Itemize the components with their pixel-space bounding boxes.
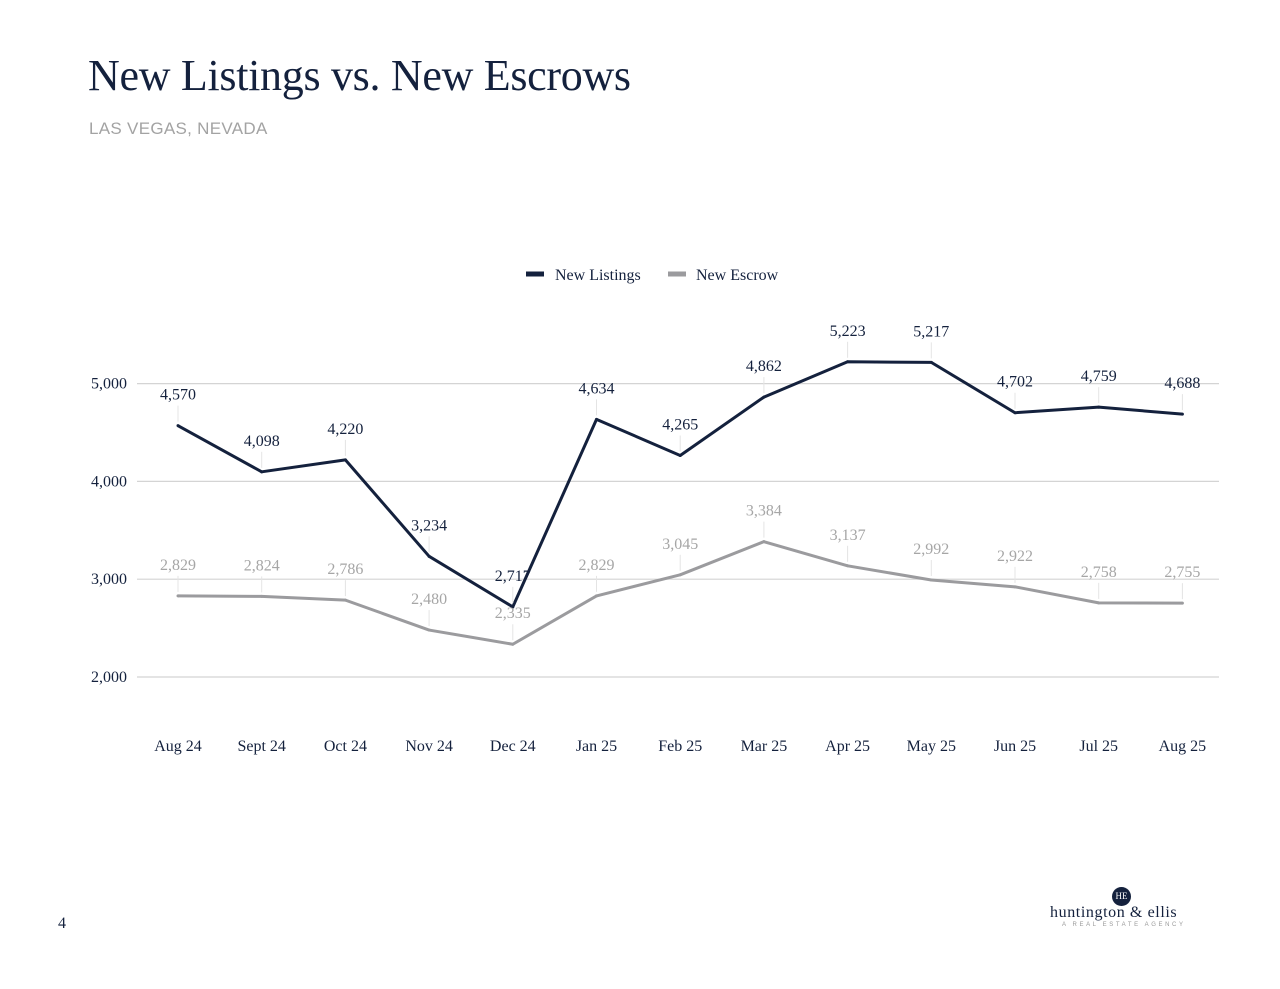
new-escrow-data-label: 3,384 — [746, 503, 782, 520]
new-listings-data-label: 4,862 — [746, 358, 782, 375]
x-tick-label: Oct 24 — [324, 738, 367, 755]
new-escrow-point — [595, 594, 598, 598]
new-listings-point — [929, 360, 933, 364]
new-listings-point — [176, 424, 180, 428]
logo-name: huntington & ellis — [1050, 904, 1178, 921]
y-tick-label: 5,000 — [91, 376, 127, 393]
x-tick-label: Jun 25 — [994, 738, 1036, 755]
new-escrow-data-label: 2,829 — [579, 557, 615, 574]
new-escrow-data-label: 2,480 — [411, 591, 447, 608]
x-tick-label: Aug 24 — [154, 738, 202, 755]
new-escrow-data-label: 2,829 — [160, 557, 196, 574]
new-listings-point — [1097, 405, 1101, 409]
new-escrow-data-label: 2,992 — [913, 541, 949, 558]
x-tick-label: Aug 25 — [1159, 738, 1207, 755]
new-listings-point — [595, 417, 598, 421]
new-escrow-point — [1013, 585, 1017, 589]
x-tick-label: Apr 25 — [825, 738, 870, 755]
new-escrow-point — [511, 642, 515, 646]
x-tick-label: Mar 25 — [741, 738, 788, 755]
page-title: New Listings vs. New Escrows — [88, 51, 631, 100]
new-escrow-data-label: 2,786 — [327, 561, 363, 578]
x-tick-label: Jul 25 — [1079, 738, 1118, 755]
logo-monogram: HE — [1112, 887, 1131, 906]
new-escrow-point — [176, 594, 180, 598]
new-escrow-point — [762, 540, 766, 544]
x-tick-label: May 25 — [907, 738, 956, 755]
new-escrow-point — [343, 598, 347, 602]
new-escrow-point — [678, 573, 682, 577]
x-tick-label: Jan 25 — [576, 738, 617, 755]
new-escrow-data-label: 2,922 — [997, 548, 1033, 565]
company-logo: HE huntington & ellis A REAL ESTATE AGEN… — [1040, 885, 1210, 935]
y-tick-label: 4,000 — [91, 473, 127, 490]
page-subtitle: LAS VEGAS, NEVADA — [89, 119, 268, 138]
new-listings-point — [1180, 412, 1184, 416]
new-listings-data-label: 5,223 — [830, 323, 866, 340]
new-listings-point — [678, 453, 682, 457]
new-listings-data-label: 5,217 — [913, 323, 949, 340]
new-listings-data-label: 2,717 — [495, 568, 531, 585]
new-escrow-point — [260, 594, 264, 598]
new-escrow-data-label: 2,335 — [495, 605, 531, 622]
new-listings-data-label: 4,688 — [1164, 375, 1200, 392]
new-listings-data-label: 4,220 — [327, 421, 363, 438]
legend-new-escrow-label: New Escrow — [696, 267, 779, 284]
new-escrow-point — [1180, 601, 1184, 605]
new-escrow-point — [929, 578, 933, 582]
new-listings-point — [1013, 411, 1017, 415]
new-listings-data-label: 4,702 — [997, 374, 1033, 391]
new-listings-data-label: 4,634 — [579, 380, 615, 397]
new-listings-point — [762, 395, 766, 399]
legend-new-listings-label: New Listings — [555, 267, 641, 284]
new-listings-point — [260, 470, 264, 474]
new-escrow-data-label: 2,758 — [1081, 564, 1117, 581]
new-listings-point — [427, 554, 431, 558]
new-escrow-point — [427, 628, 431, 632]
new-listings-data-label: 4,098 — [244, 433, 280, 450]
page-number: 4 — [58, 915, 66, 932]
new-listings-data-label: 4,759 — [1081, 368, 1117, 385]
x-tick-label: Dec 24 — [490, 738, 536, 755]
new-escrow-data-label: 3,045 — [662, 536, 698, 553]
new-escrow-data-label: 2,755 — [1164, 564, 1200, 581]
x-tick-label: Feb 25 — [658, 738, 702, 755]
new-escrow-point — [846, 564, 850, 568]
new-escrow-data-label: 2,824 — [244, 557, 280, 574]
y-tick-label: 2,000 — [91, 669, 127, 686]
new-listings-data-label: 4,265 — [662, 416, 698, 433]
x-tick-label: Sept 24 — [237, 738, 285, 755]
logo-tagline: A REAL ESTATE AGENCY — [1062, 922, 1186, 928]
new-listings-data-label: 3,234 — [411, 517, 447, 534]
new-listings-point — [846, 360, 850, 364]
new-escrow-data-label: 3,137 — [830, 527, 866, 544]
y-tick-label: 3,000 — [91, 571, 127, 588]
new-escrow-point — [1097, 601, 1101, 605]
new-listings-point — [511, 605, 515, 609]
x-tick-label: Nov 24 — [405, 738, 453, 755]
new-listings-data-label: 4,570 — [160, 387, 196, 404]
new-listings-point — [343, 458, 347, 462]
